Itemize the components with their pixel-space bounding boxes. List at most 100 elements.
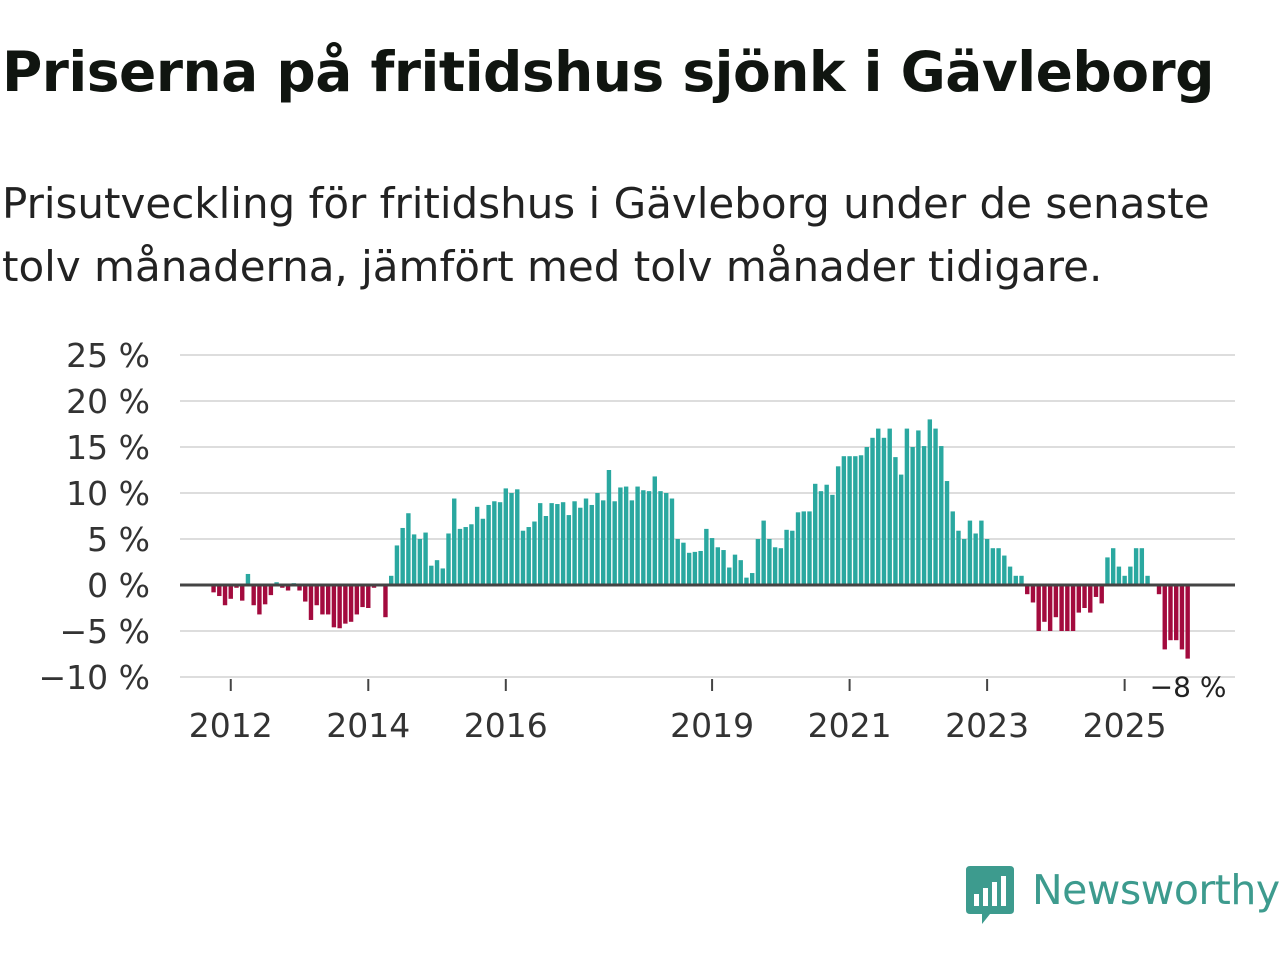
bar xyxy=(646,491,652,585)
bar xyxy=(1099,585,1104,604)
bar xyxy=(830,494,835,585)
bar xyxy=(996,548,1001,585)
bar xyxy=(1082,585,1087,608)
bar xyxy=(1053,585,1059,618)
bar xyxy=(497,502,503,585)
bar xyxy=(211,585,216,593)
bar xyxy=(515,489,520,585)
bar xyxy=(1036,585,1041,631)
bar xyxy=(801,511,806,585)
bar xyxy=(715,547,721,585)
bar xyxy=(635,486,640,585)
bar xyxy=(652,476,657,585)
x-axis: 2012 2014 2016 2019 2021 2023 2025 xyxy=(189,679,1167,740)
bar xyxy=(669,498,675,585)
chart-subtitle: Prisutveckling för fritidshus i Gävlebor… xyxy=(2,179,1210,291)
bar xyxy=(876,428,881,585)
bar xyxy=(956,530,961,585)
bar xyxy=(1139,548,1145,585)
bar xyxy=(658,491,663,585)
bar xyxy=(1025,585,1030,595)
bar xyxy=(1076,585,1081,613)
bar xyxy=(474,506,480,585)
bar xyxy=(1047,585,1053,631)
bar xyxy=(1116,566,1122,585)
bar xyxy=(1002,555,1007,585)
bar-chart: 25 % 20 % 15 % 10 % 5 % 0 % −5 % −10 % 2012 2014… xyxy=(39,336,1235,740)
bar xyxy=(348,585,354,622)
bar xyxy=(1122,575,1127,585)
bar xyxy=(795,512,801,585)
bar xyxy=(824,484,829,585)
bar xyxy=(1019,575,1024,585)
bar xyxy=(738,560,743,585)
y-tick-label: 0 % xyxy=(87,566,150,605)
x-tick-label: 2012 xyxy=(189,706,273,740)
bar xyxy=(1070,585,1076,631)
bar xyxy=(411,534,417,585)
brand-name: Newsworthy xyxy=(1032,866,1280,914)
bar xyxy=(870,437,875,585)
bar xyxy=(240,585,245,601)
bar xyxy=(813,483,818,585)
y-axis-labels: 25 % 20 % 15 % 10 % 5 % 0 % −5 % −10 % xyxy=(39,336,151,697)
bar xyxy=(772,547,778,585)
bar xyxy=(1162,585,1167,650)
bar xyxy=(492,501,497,585)
bar xyxy=(784,529,789,585)
bar xyxy=(578,507,583,585)
bar xyxy=(939,446,944,585)
bar xyxy=(480,518,486,585)
bar xyxy=(681,542,686,585)
bar xyxy=(887,428,892,585)
bar xyxy=(841,456,847,585)
x-tick-label: 2023 xyxy=(945,706,1029,740)
bar xyxy=(1174,585,1179,641)
bar xyxy=(1168,585,1173,641)
bar xyxy=(755,539,761,585)
bar xyxy=(641,490,646,585)
bar xyxy=(1059,585,1064,631)
bar xyxy=(629,500,635,585)
bar xyxy=(933,428,938,585)
bar xyxy=(1105,557,1110,585)
x-tick-label: 2016 xyxy=(464,706,548,740)
bar xyxy=(595,493,600,585)
bar xyxy=(314,585,319,606)
y-tick-label: 20 % xyxy=(66,382,150,421)
bar xyxy=(749,573,755,585)
bar xyxy=(526,527,531,585)
bar xyxy=(400,527,405,585)
bar xyxy=(1088,585,1093,613)
x-tick-label: 2021 xyxy=(808,706,892,740)
bar xyxy=(1093,585,1099,597)
bar xyxy=(732,554,738,585)
bar xyxy=(331,585,337,628)
last-value-label: −8 % xyxy=(1150,671,1227,704)
bar xyxy=(853,456,858,585)
newsworthy-logo: Newsworthy xyxy=(964,864,1280,928)
bar xyxy=(560,502,566,585)
bar xyxy=(320,585,325,615)
bar xyxy=(979,520,984,585)
bar xyxy=(709,538,715,585)
bar xyxy=(245,573,251,585)
bar xyxy=(463,527,468,585)
bar xyxy=(967,520,973,585)
bar xyxy=(268,585,274,596)
bar xyxy=(807,511,812,585)
bar xyxy=(520,530,526,585)
bar xyxy=(394,545,400,585)
bar xyxy=(555,504,560,585)
bar xyxy=(217,585,222,597)
bar xyxy=(434,560,440,585)
bar xyxy=(675,539,680,585)
bar xyxy=(950,511,955,585)
bar xyxy=(618,487,623,585)
chart-title: Priserna på fritidshus sjönk i Gävleborg xyxy=(2,40,1215,104)
bar xyxy=(910,447,915,585)
bars xyxy=(211,419,1190,659)
bar xyxy=(704,528,709,585)
bar xyxy=(354,585,360,615)
bar xyxy=(429,565,434,585)
